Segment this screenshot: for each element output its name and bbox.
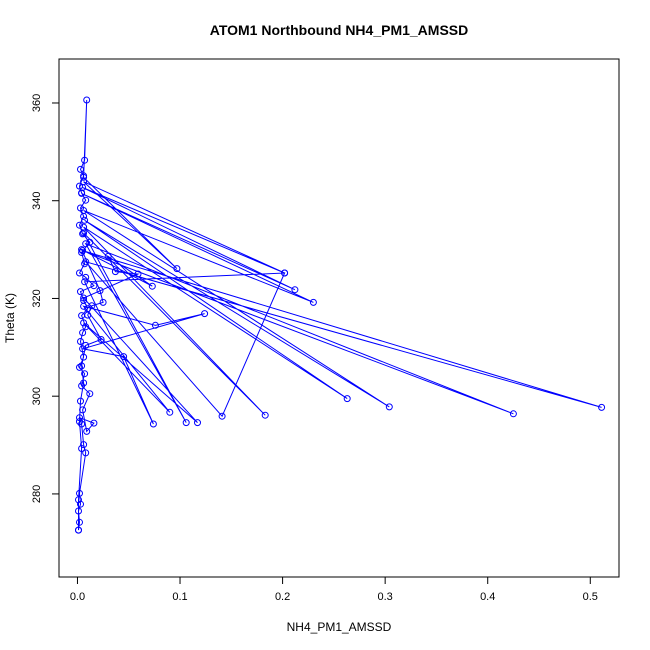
y-tick-label: 300	[31, 387, 43, 405]
data-point	[75, 526, 82, 534]
data-point	[88, 302, 96, 310]
data-point	[82, 323, 90, 331]
y-axis: 280 300 320 340 360	[31, 94, 60, 503]
x-tick-label: 0.1	[172, 591, 187, 603]
data-point	[81, 278, 89, 286]
data-point	[79, 247, 87, 255]
data-point	[86, 238, 94, 246]
data-point	[281, 269, 289, 277]
data-point	[291, 286, 299, 294]
data-point	[343, 395, 351, 403]
data-point	[83, 96, 91, 104]
data-point	[80, 302, 88, 310]
data-point	[77, 338, 84, 345]
data-point	[218, 412, 226, 420]
data-point	[77, 165, 84, 173]
data-point	[78, 445, 86, 452]
data-point	[78, 246, 86, 254]
data-point	[79, 406, 87, 414]
data-point	[82, 449, 90, 457]
data-point	[104, 252, 112, 260]
x-tick-label: 0.5	[583, 591, 598, 603]
y-tick-label: 280	[31, 485, 43, 503]
x-axis: 0.0 0.1 0.2 0.3 0.4 0.5	[70, 576, 598, 603]
data-point	[261, 411, 269, 419]
data-point	[78, 362, 86, 370]
data-point	[80, 353, 88, 361]
data-point	[148, 282, 156, 290]
data-point	[173, 265, 181, 273]
data-point	[309, 298, 317, 306]
data-point	[90, 419, 98, 427]
y-tick-label: 360	[31, 94, 43, 112]
series-polyline	[77, 99, 602, 531]
data-point	[80, 173, 88, 181]
data-point	[82, 258, 90, 266]
data-point	[134, 270, 142, 278]
chart-title: ATOM1 Northbound NH4_PM1_AMSSD	[210, 22, 469, 38]
data-point	[76, 269, 83, 277]
data-point	[84, 311, 92, 319]
data-point	[76, 489, 83, 497]
series-line	[77, 99, 602, 531]
data-point	[111, 268, 119, 276]
data-point	[80, 207, 88, 214]
data-point	[75, 507, 82, 515]
data-point	[77, 397, 84, 405]
data-point	[99, 298, 107, 306]
y-axis-label: Theta (K)	[3, 293, 17, 343]
data-point	[81, 216, 89, 224]
data-point	[79, 329, 87, 337]
data-point	[96, 287, 104, 295]
data-point	[76, 221, 83, 229]
data-point	[166, 408, 174, 416]
data-point	[76, 518, 83, 526]
x-tick-label: 0.3	[378, 591, 393, 603]
data-point	[78, 189, 86, 197]
data-point	[385, 403, 393, 411]
data-point	[75, 496, 82, 504]
data-point	[82, 196, 90, 204]
y-tick-label: 320	[31, 289, 43, 307]
data-point	[81, 370, 89, 378]
data-point	[149, 420, 157, 428]
data-point	[80, 319, 88, 327]
data-point	[194, 419, 201, 427]
data-point	[81, 156, 89, 164]
data-point	[97, 336, 105, 343]
data-point	[82, 240, 90, 248]
data-point	[77, 288, 84, 296]
data-point	[76, 414, 83, 422]
data-point	[80, 441, 88, 449]
data-point	[82, 273, 90, 281]
data-point	[76, 418, 83, 426]
data-point	[77, 500, 84, 508]
data-point	[509, 410, 517, 418]
data-point	[83, 427, 91, 435]
data-point	[86, 390, 94, 398]
data-point	[151, 321, 159, 329]
x-axis-label: NH4_PM1_AMSSD	[287, 620, 392, 634]
data-point	[79, 230, 87, 238]
x-tick-label: 0.4	[480, 591, 495, 603]
data-point	[80, 294, 88, 302]
data-point	[598, 403, 606, 411]
x-tick-label: 0.0	[70, 591, 85, 603]
data-point	[182, 419, 190, 427]
data-point	[76, 363, 83, 371]
series-points	[75, 96, 606, 534]
data-point	[120, 353, 128, 361]
data-point	[80, 229, 88, 237]
data-point	[80, 379, 88, 387]
data-point	[82, 341, 90, 349]
y-tick-label: 340	[31, 192, 43, 210]
data-point	[201, 310, 209, 318]
data-point	[90, 282, 98, 290]
x-tick-label: 0.2	[275, 591, 290, 603]
